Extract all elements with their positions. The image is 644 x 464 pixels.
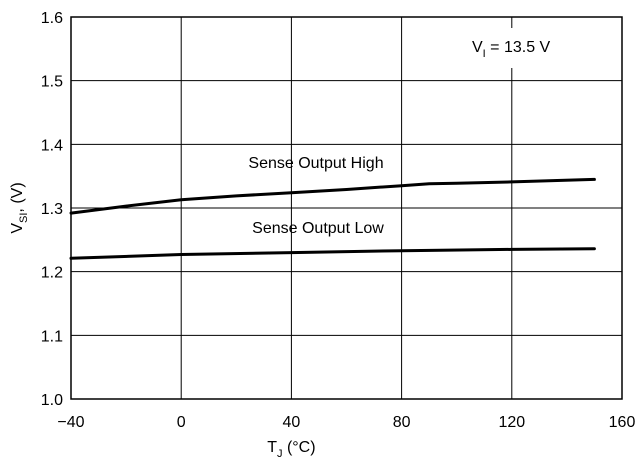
y-tick-label: 1.5 [41,74,63,91]
condition-label-main: V [472,39,483,56]
series-label-high: Sense Output High [248,155,383,172]
x-tick-label: 80 [393,414,411,431]
plot-frame [70,16,623,400]
x-axis-title-main: T [267,439,277,456]
y-axis-title: VSI, (V) [9,182,30,233]
condition-label-box: VI = 13.5 V [466,28,602,68]
x-tick-label: 120 [498,414,525,431]
x-axis-title-sub: J [277,448,283,460]
condition-label-sub: I [483,48,486,60]
y-tick-label: 1.3 [41,201,63,218]
y-tick-label: 1.4 [41,137,63,154]
x-tick-label: 160 [609,414,636,431]
series-label-low: Sense Output Low [252,220,384,237]
y-tick-label: 1.0 [41,392,63,409]
y-tick-label: 1.1 [41,328,63,345]
x-tick-label: 40 [283,414,301,431]
series-line-low [69,247,596,260]
x-axis-title-suffix: (°C) [283,439,316,456]
condition-label-rest: = 13.5 V [486,39,551,56]
y-axis-title-suffix: , (V) [9,182,26,212]
series-layer [69,177,596,260]
y-axis-title-main: V [9,223,26,234]
y-axis-title-sub: SI [18,213,30,223]
x-tick-label: −40 [57,414,84,431]
x-tick-labels: −40 0 40 80 120 160 [57,414,635,431]
x-axis-title: TJ (°C) [267,439,315,460]
condition-label: VI = 13.5 V [472,39,551,60]
y-tick-labels: 1.0 1.1 1.2 1.3 1.4 1.5 1.6 [41,10,63,409]
x-tick-label: 0 [177,414,186,431]
grid [71,17,622,399]
y-tick-label: 1.6 [41,10,63,27]
y-tick-label: 1.2 [41,265,63,282]
series-line-high [69,177,596,215]
